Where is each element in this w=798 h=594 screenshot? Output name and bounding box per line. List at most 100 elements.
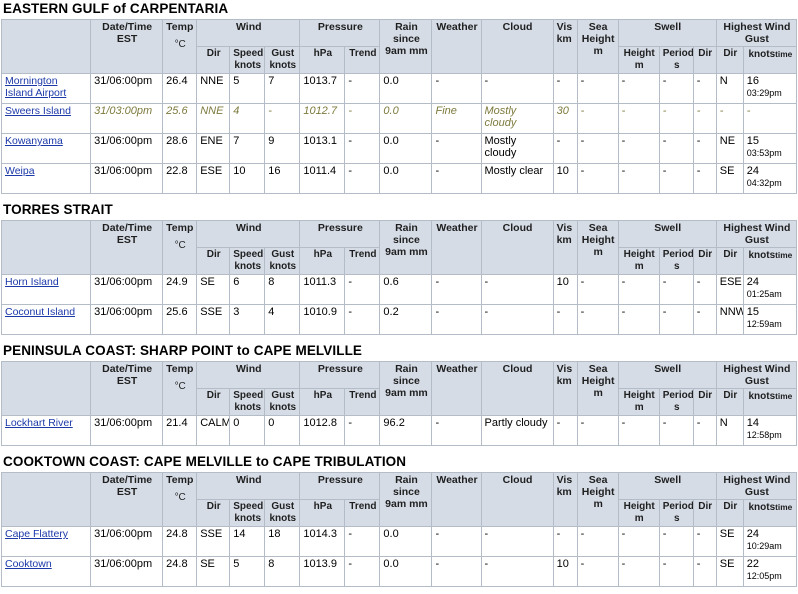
- region-title: COOKTOWN COAST: CAPE MELVILLE to CAPE TR…: [3, 454, 407, 469]
- station-link[interactable]: Sweers Island: [5, 105, 71, 117]
- gust-dir-cell: N: [715, 73, 744, 104]
- weather-header: Weather: [431, 472, 482, 527]
- trend-header: Trend: [344, 499, 381, 527]
- cloud-cell: -: [480, 304, 554, 335]
- region-section: PENINSULA COAST: SHARP POINT to CAPE MEL…: [0, 342, 798, 453]
- gust-dir-cell: SE: [715, 526, 744, 557]
- temp-cell: 24.9: [162, 274, 198, 305]
- cloud-cell: -: [480, 274, 554, 305]
- gust-time-value: 03:29pm: [746, 88, 782, 98]
- swell-height-header: Height m: [617, 46, 660, 74]
- gust-time-value: 12:58pm: [746, 430, 782, 440]
- temp-header: Temp °C: [162, 220, 198, 275]
- swell-height-cell: -: [617, 556, 660, 587]
- sea-height-cell: -: [576, 133, 619, 164]
- wind-header: Wind: [196, 19, 301, 47]
- sea-height-header: Sea Height m: [576, 220, 619, 275]
- temp-header: Temp °C: [162, 19, 198, 74]
- pressure-cell: 1012.8: [299, 415, 346, 446]
- station-header: [0, 361, 92, 416]
- region-title: TORRES STRAIT: [3, 202, 113, 217]
- gust-knots-value: 24: [746, 165, 760, 177]
- wind-speed-cell: 0: [229, 415, 266, 446]
- wind-header: Wind: [196, 361, 301, 389]
- wind-dir-cell: ENE: [196, 133, 231, 164]
- region-section: TORRES STRAIT Date/Time EST Temp °C Wind …: [0, 201, 798, 342]
- pressure-header: Pressure: [299, 472, 381, 500]
- trend-header: Trend: [344, 46, 381, 74]
- sea-height-cell: -: [576, 304, 619, 335]
- observations-table: Date/Time EST Temp °C Wind Pressure Rain …: [0, 472, 798, 587]
- swell-height-header: Height m: [617, 499, 660, 527]
- gust-knots-cell: 24 04:32pm: [742, 163, 798, 194]
- pressure-trend-cell: -: [344, 415, 381, 446]
- station-link[interactable]: Horn Island: [5, 276, 59, 288]
- table-row: Cape Flattery 31/06:00pm 24.8 SSE 14 18 1014.3…: [0, 526, 798, 557]
- swell-dir-cell: -: [692, 103, 717, 134]
- wind-dir-cell: NNE: [196, 103, 231, 134]
- region-section: COOKTOWN COAST: CAPE MELVILLE to CAPE TR…: [0, 453, 798, 594]
- swell-dir-cell: -: [692, 415, 717, 446]
- swell-height-header: Height m: [617, 247, 660, 275]
- wind-gust-cell: 4: [264, 304, 301, 335]
- swell-dir-cell: -: [692, 526, 717, 557]
- vis-header: Vis km: [552, 361, 578, 416]
- sea-height-cell: -: [576, 274, 619, 305]
- gust-time-value: 04:32pm: [746, 178, 782, 188]
- wind-dir-cell: SE: [196, 274, 231, 305]
- cloud-cell: -: [480, 556, 554, 587]
- station-link[interactable]: Mornington Island Airport: [5, 75, 67, 99]
- sea-height-cell: -: [576, 526, 619, 557]
- swell-period-cell: -: [658, 163, 694, 194]
- station-cell: Weipa: [0, 163, 92, 194]
- rain-header: Rain since 9am mm: [379, 472, 433, 527]
- gust-knots-cell: 22 12:05pm: [742, 556, 798, 587]
- swell-period-cell: -: [658, 526, 694, 557]
- pressure-trend-cell: -: [344, 73, 381, 104]
- station-link[interactable]: Coconut Island: [5, 306, 76, 318]
- swell-period-header: Period s: [658, 388, 694, 416]
- gust-knots-value: 24: [746, 528, 760, 540]
- wind-gust-header: Gust knots: [264, 46, 301, 74]
- station-header: [0, 19, 92, 74]
- gust-dir-cell: N: [715, 415, 744, 446]
- wind-dir-cell: ESE: [196, 163, 231, 194]
- wind-speed-cell: 3: [229, 304, 266, 335]
- wind-speed-header: Speed knots: [229, 388, 266, 416]
- gust-dir-cell: ESE: [715, 274, 744, 305]
- weather-header: Weather: [431, 220, 482, 275]
- sea-height-cell: -: [576, 556, 619, 587]
- weather-cell: -: [431, 274, 482, 305]
- vis-cell: -: [552, 526, 578, 557]
- station-link[interactable]: Lockhart River: [5, 417, 73, 429]
- station-link[interactable]: Weipa: [5, 165, 35, 177]
- gust-knots-time-header: knotstime: [742, 388, 798, 416]
- station-link[interactable]: Cooktown: [5, 558, 52, 570]
- gust-time-value: 03:53pm: [746, 148, 782, 158]
- weather-cell: -: [431, 163, 482, 194]
- swell-header: Swell: [617, 220, 717, 248]
- datetime-header: Date/Time EST: [90, 361, 164, 416]
- wind-dir-cell: SSE: [196, 304, 231, 335]
- datetime-header: Date/Time EST: [90, 472, 164, 527]
- rain-cell: 0.6: [379, 274, 433, 305]
- swell-dir-cell: -: [692, 133, 717, 164]
- station-link[interactable]: Kowanyama: [5, 135, 63, 147]
- wind-gust-cell: 0: [264, 415, 301, 446]
- rain-cell: 96.2: [379, 415, 433, 446]
- wind-gust-cell: 9: [264, 133, 301, 164]
- table-row: Cooktown 31/06:00pm 24.8 SE 5 8 1013.9-0.0- -10…: [0, 556, 798, 587]
- pressure-cell: 1013.7: [299, 73, 346, 104]
- swell-dir-cell: -: [692, 163, 717, 194]
- observations-table: Date/Time EST Temp °C Wind Pressure Rain …: [0, 19, 798, 194]
- gust-dir-header: Dir: [715, 388, 744, 416]
- swell-period-cell: -: [658, 415, 694, 446]
- swell-period-cell: -: [658, 103, 694, 134]
- station-link[interactable]: Cape Flattery: [5, 528, 69, 540]
- gust-dir-cell: NNW: [715, 304, 744, 335]
- wind-speed-cell: 5: [229, 73, 266, 104]
- datetime-cell: 31/06:00pm: [90, 526, 164, 557]
- wind-speed-header: Speed knots: [229, 247, 266, 275]
- pressure-header: Pressure: [299, 19, 381, 47]
- swell-dir-cell: -: [692, 73, 717, 104]
